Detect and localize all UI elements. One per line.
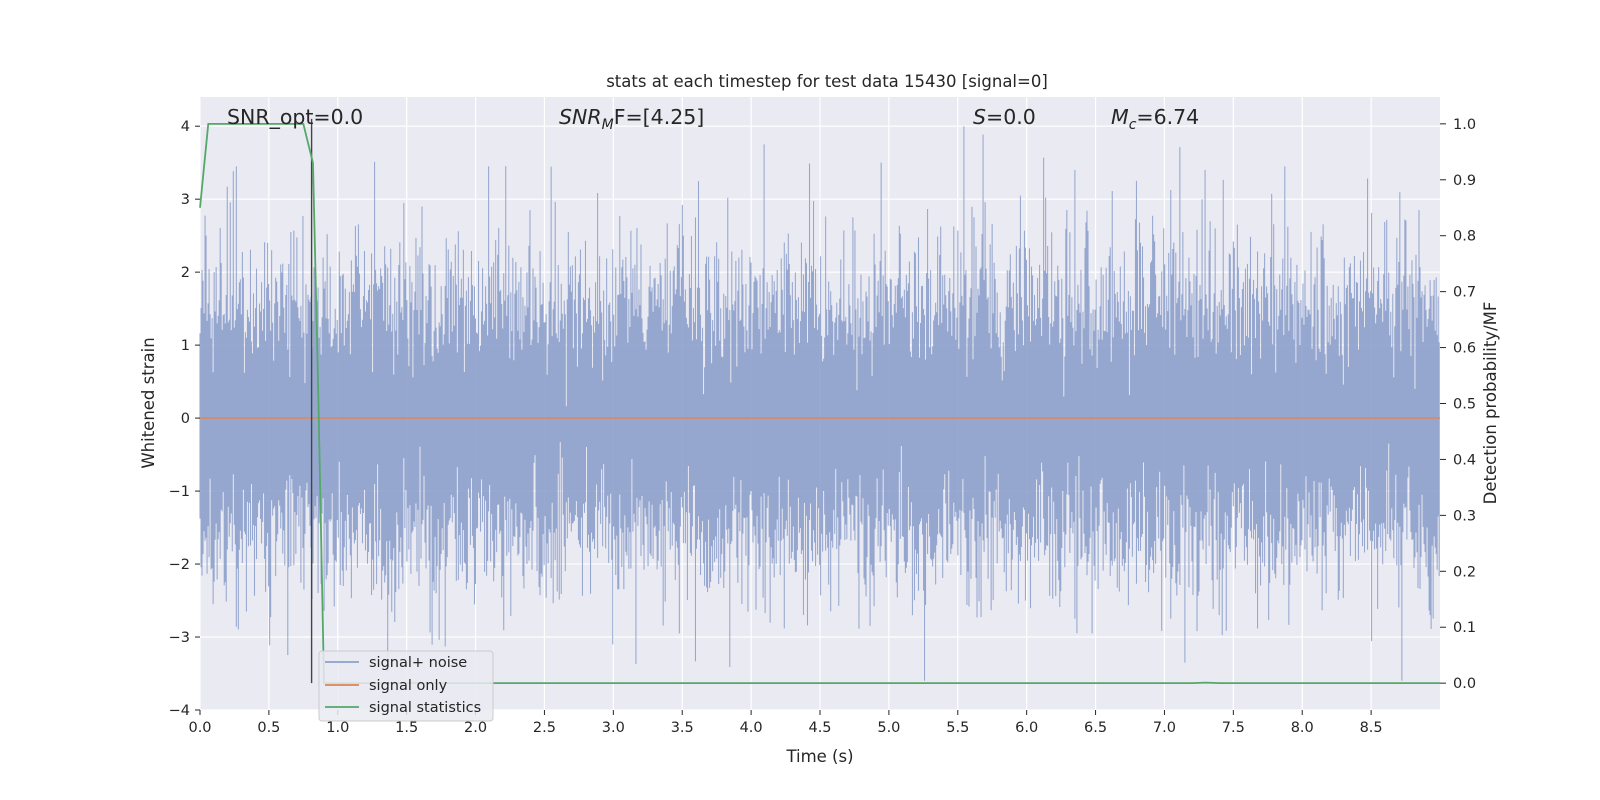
x-tick-label-6: 3.0	[602, 720, 625, 736]
y-tick-label-8: 4	[181, 119, 190, 135]
y-tick-label-0: −4	[169, 703, 190, 719]
y-tick-label-4: 0	[181, 411, 190, 427]
x-tick-label-16: 8.0	[1291, 720, 1314, 736]
y2-tick-label-10: 1.0	[1453, 117, 1476, 133]
legend-label-signal-only: signal only	[369, 678, 448, 694]
x-tick-label-2: 1.0	[326, 720, 349, 736]
x-tick-label-14: 7.0	[1153, 720, 1176, 736]
x-tick-label-13: 6.5	[1084, 720, 1107, 736]
y2-tick-label-8: 0.8	[1453, 229, 1476, 245]
annotation-snr-mf-value: F=[4.25]	[614, 105, 705, 129]
x-tick-label-7: 3.5	[671, 720, 694, 736]
x-tick-label-3: 1.5	[395, 720, 418, 736]
legend: signal+ noise signal only signal statist…	[318, 650, 494, 722]
annotations: SNR_opt=0.0 SNRMF=[4.25] S=0.0 Mc=6.74	[227, 105, 1199, 133]
y2-tick-label-6: 0.6	[1453, 341, 1476, 357]
y-tick-label-2: −2	[169, 557, 190, 573]
y2-axis-ticks: 0.0 0.1 0.2 0.3 0.4 0.5 0.6 0.7 0.8 0.9 1.0	[1440, 117, 1476, 692]
legend-box	[318, 650, 494, 722]
y2-tick-label-9: 0.9	[1453, 173, 1476, 189]
y2-tick-label-1: 0.1	[1453, 620, 1476, 636]
y2-tick-label-4: 0.4	[1453, 452, 1476, 468]
chart-title: stats at each timestep for test data 154…	[606, 72, 1048, 91]
x-tick-label-4: 2.0	[464, 720, 487, 736]
annotation-snr-opt: SNR_opt=0.0	[227, 105, 363, 130]
x-tick-label-1: 0.5	[257, 720, 280, 736]
annotation-snr-mf-subscript: M	[602, 117, 614, 133]
y2-axis-label: Detection probability/MF	[1481, 302, 1500, 505]
legend-label-signal-noise: signal+ noise	[369, 655, 467, 671]
signal-plus-noise-series	[199, 126, 1440, 681]
y2-tick-label-2: 0.2	[1453, 564, 1476, 580]
annotation-snr-mf-symbol: SNR	[559, 105, 602, 129]
x-tick-label-17: 8.5	[1360, 720, 1383, 736]
signal-plus-noise-line	[199, 126, 1440, 681]
annotation-mc-subscript: c	[1129, 117, 1137, 133]
y-tick-label-5: 1	[181, 338, 190, 354]
x-tick-label-8: 4.0	[740, 720, 763, 736]
y-tick-label-6: 2	[181, 265, 190, 281]
annotation-snr-mf: SNRMF=[4.25]	[559, 105, 704, 133]
y-axis-label: Whitened strain	[139, 337, 158, 468]
x-tick-label-12: 6.0	[1015, 720, 1038, 736]
annotation-s-value: =0.0	[986, 105, 1036, 129]
y-axis-ticks: −4 −3 −2 −1 0 1 2 3 4	[169, 119, 200, 719]
annotation-mc: Mc=6.74	[1111, 105, 1199, 133]
y-tick-label-3: −1	[169, 484, 190, 500]
annotation-mc-value: =6.74	[1136, 105, 1199, 129]
legend-label-signal-statistics: signal statistics	[369, 700, 481, 716]
annotation-s-symbol: S	[973, 105, 986, 129]
x-axis-ticks: 0.0 0.5 1.0 1.5 2.0 2.5 3.0 3.5 4.0 4.5 5.0 5.5 6.0 6…	[188, 710, 1383, 736]
signal-statistics-line	[199, 122, 1440, 685]
signal-statistics-series	[199, 122, 1440, 685]
x-tick-label-15: 7.5	[1222, 720, 1245, 736]
y2-tick-label-5: 0.5	[1453, 397, 1476, 413]
x-tick-label-5: 2.5	[533, 720, 556, 736]
y2-tick-label-3: 0.3	[1453, 508, 1476, 524]
x-tick-label-0: 0.0	[188, 720, 211, 736]
y2-tick-label-7: 0.7	[1453, 285, 1476, 301]
y-tick-label-1: −3	[169, 630, 190, 646]
annotation-s: S=0.0	[973, 105, 1036, 129]
x-axis-label: Time (s)	[785, 747, 853, 766]
y-tick-label-7: 3	[181, 192, 190, 208]
x-tick-label-10: 5.0	[877, 720, 900, 736]
x-tick-label-11: 5.5	[946, 720, 969, 736]
y2-tick-label-0: 0.0	[1453, 676, 1476, 692]
annotation-mc-symbol: M	[1111, 105, 1129, 129]
x-tick-label-9: 4.5	[808, 720, 831, 736]
